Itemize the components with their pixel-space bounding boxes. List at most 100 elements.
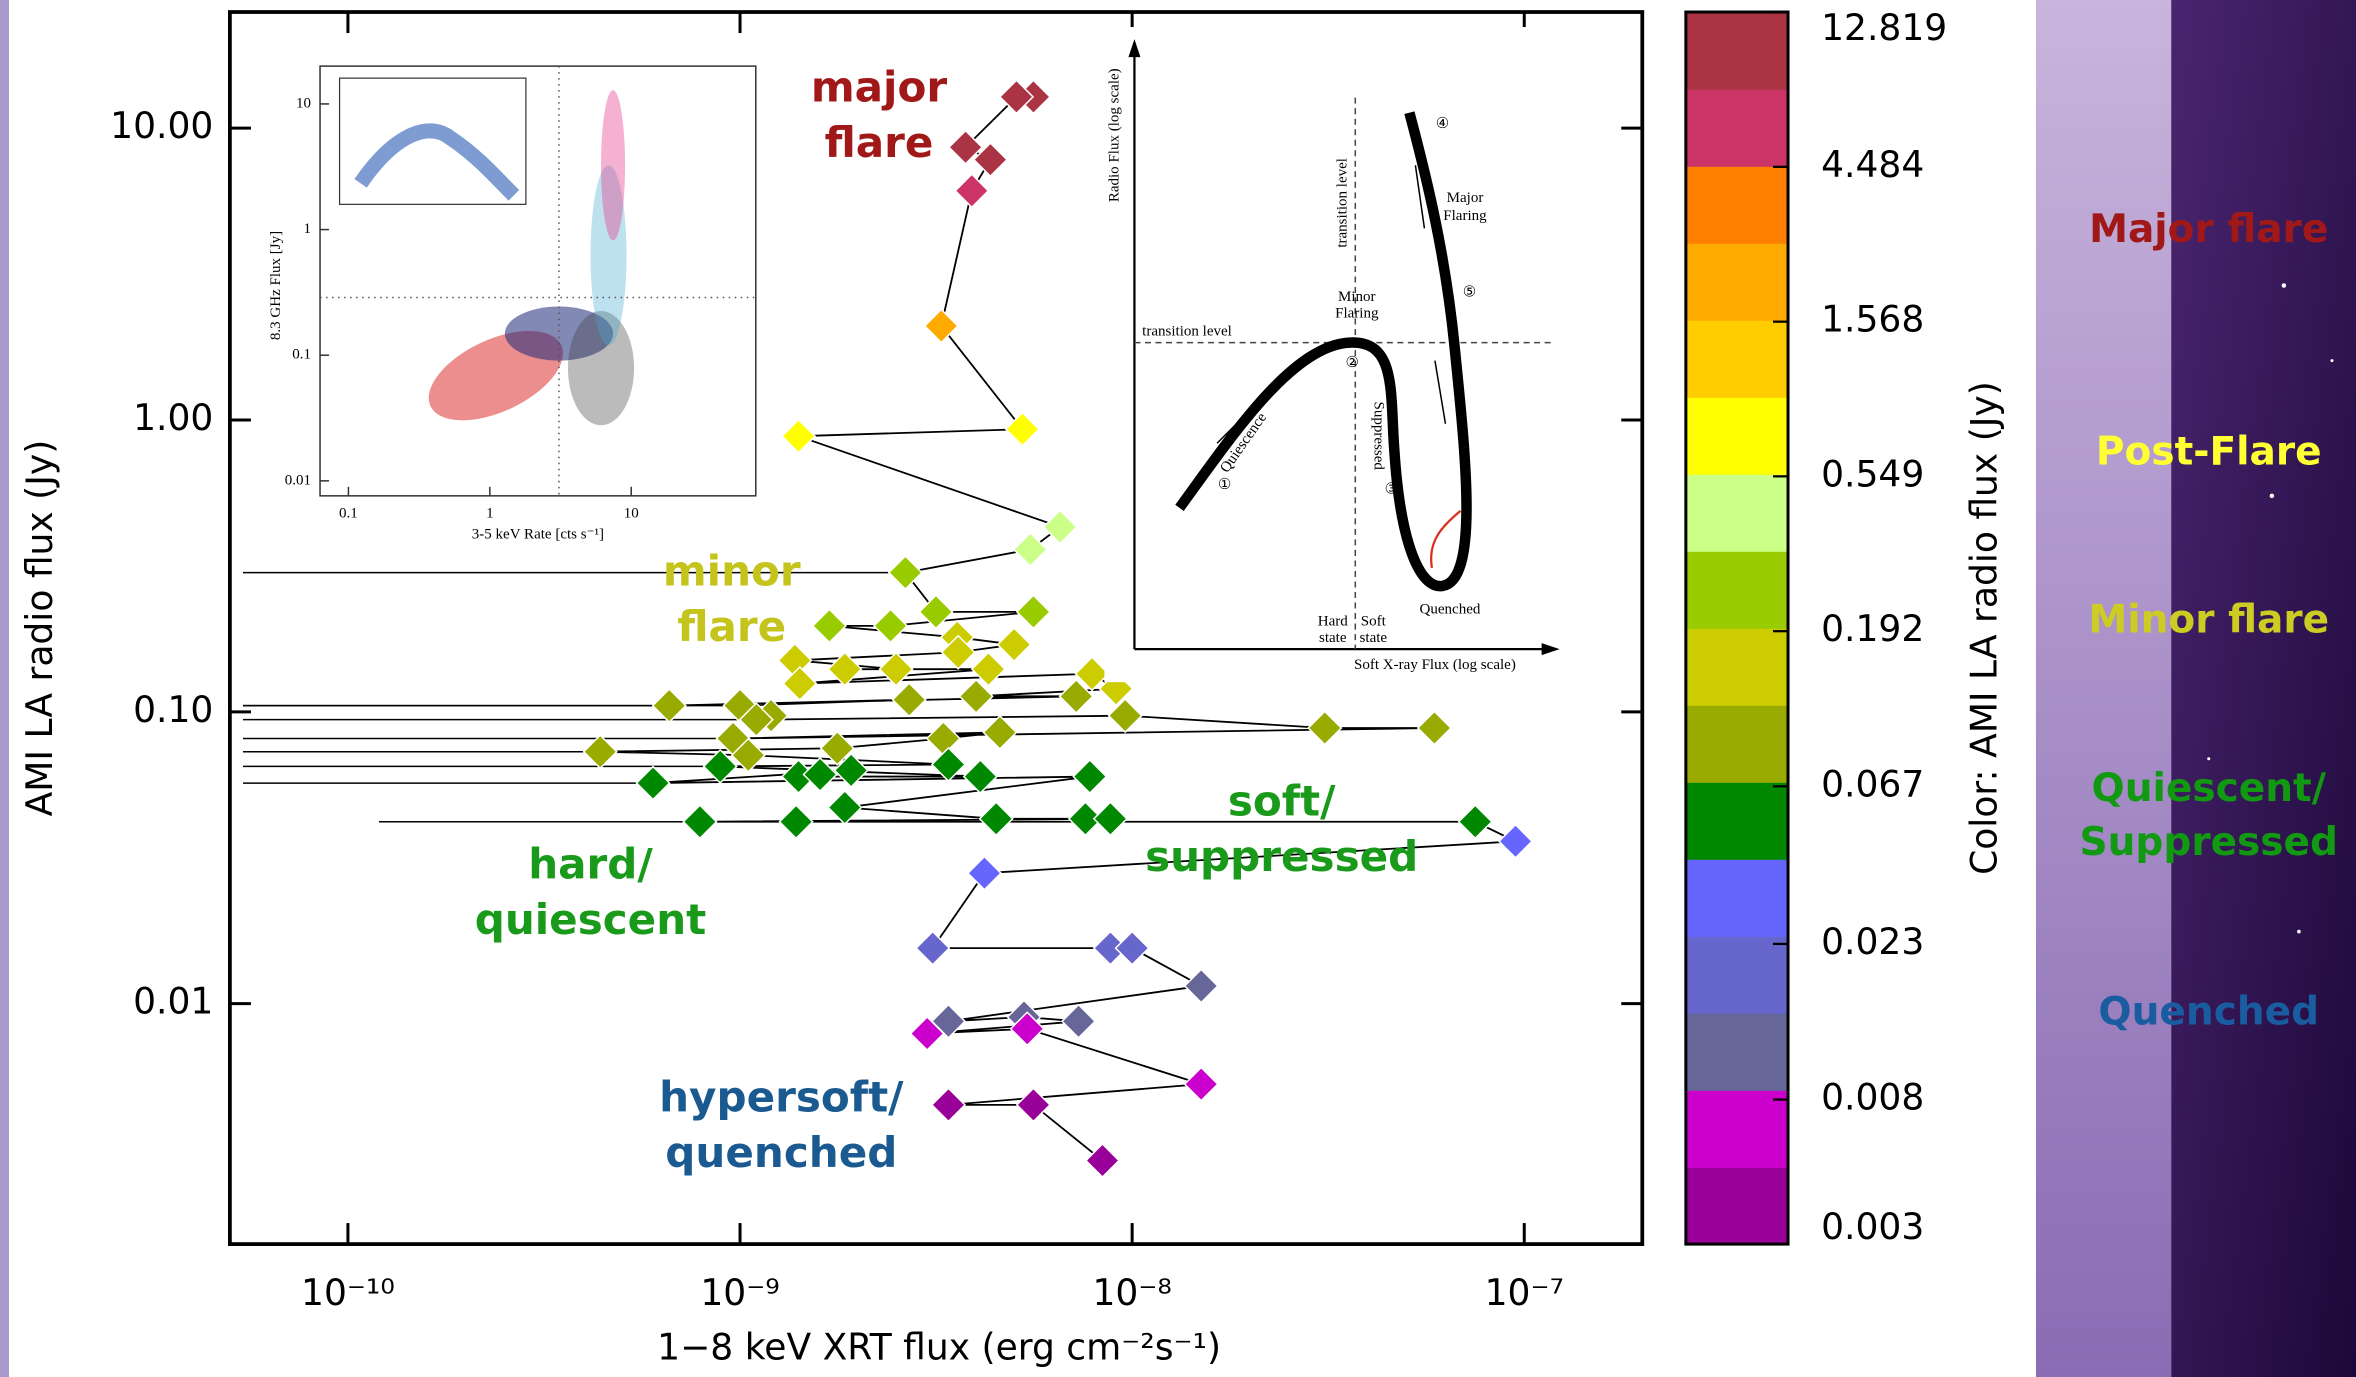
inset-label: Flaring [1335, 305, 1379, 321]
colorbar-tick-label: 0.023 [1821, 921, 1924, 963]
side-panel-dark [2171, 0, 2356, 1377]
plot-layer: 10⁻¹⁰ 10⁻⁹ 10⁻⁸ 10⁻⁷ 10.00 1.00 0.10 0.01 0.003 0… [110, 7, 1947, 1314]
colorbar-band [1685, 859, 1789, 937]
colorbar-tick-label: 0.003 [1821, 1206, 1924, 1248]
data-point [635, 765, 671, 801]
data-point [872, 608, 909, 644]
data-point [738, 702, 774, 738]
inset-subcloud [354, 123, 520, 201]
colorbar-tick-label: 0.067 [1821, 763, 1924, 805]
side-label: Quiescent/ [2092, 766, 2327, 811]
inset-schematic: Radio Flux (log scale) Soft X-ray Flux (l… [1104, 27, 1571, 683]
inset-y-tick-label: 10 [296, 95, 311, 111]
inset-background [1104, 27, 1571, 683]
data-point [970, 651, 1007, 687]
data-point [962, 758, 998, 795]
colorbar-band [1685, 551, 1789, 629]
data-point [909, 1015, 945, 1052]
inset-x-label: 3-5 keV Rate [cts s⁻¹] [472, 526, 604, 542]
x-tick-label: 10⁻⁸ [1092, 1272, 1171, 1314]
data-point [1004, 411, 1041, 447]
data-point [972, 142, 1008, 178]
inset-arrow [1216, 412, 1248, 444]
data-point [954, 173, 990, 209]
data-point [891, 682, 927, 718]
inset-y-tick-label: 0.01 [285, 472, 311, 488]
inset-y-tick-label: 0.1 [292, 347, 311, 363]
inset-red-arrow [1430, 509, 1462, 569]
data-point [1107, 698, 1143, 734]
side-label: Post-Flare [2096, 429, 2322, 474]
data-point [1015, 594, 1051, 630]
data-point [802, 756, 838, 793]
colorbar-band [1685, 782, 1789, 860]
data-point [1012, 531, 1048, 568]
colorbar-band [1685, 166, 1789, 244]
data-point [918, 594, 954, 630]
inset-label: ① [1218, 477, 1231, 493]
colorbar-tick-label: 0.008 [1821, 1077, 1924, 1119]
star [2330, 359, 2334, 363]
inset-label: Soft X-ray Flux (log scale) [1354, 657, 1516, 673]
data-point [930, 746, 967, 783]
data-point [878, 651, 914, 687]
data-point [778, 804, 814, 840]
inset-y-tick-label: 1 [304, 221, 312, 237]
inset-cloud [601, 90, 626, 241]
inset-x-tick-label: 10 [624, 505, 639, 521]
colorbar-tick-label: 1.568 [1821, 299, 1924, 341]
data-point [982, 714, 1018, 751]
inset-arrowhead [1128, 39, 1141, 58]
data-point [833, 752, 869, 788]
inset-cloud [567, 311, 635, 426]
inset-y-label: 8.3 GHz Flux [Jy] [268, 231, 284, 340]
data-point [782, 665, 818, 702]
data-point [819, 730, 855, 766]
inset-arrow [1414, 165, 1426, 229]
data-point [1058, 678, 1094, 714]
data-point [1092, 801, 1128, 837]
data-point [1067, 801, 1104, 837]
inset-label: Suppressed [1370, 402, 1386, 471]
colorbar-band [1685, 705, 1789, 783]
x-tick-label: 10⁻⁹ [700, 1272, 779, 1314]
data-point [1416, 710, 1452, 746]
annotation: major [811, 63, 948, 112]
y-tick-label: 10.00 [110, 105, 213, 147]
data-point [651, 688, 687, 724]
data-point [930, 1087, 967, 1123]
annotation: quiescent [475, 895, 707, 944]
annotation: quenched [665, 1128, 897, 1177]
data-point [1183, 1066, 1219, 1102]
inset-arrowhead [1541, 643, 1560, 656]
inset-label: Hard [1318, 614, 1349, 630]
inset-cloud [504, 306, 614, 361]
data-point [827, 651, 863, 687]
data-point [940, 634, 976, 670]
star [2207, 757, 2211, 761]
data-point [1060, 1003, 1097, 1039]
data-point [682, 804, 718, 840]
inset-x-tick-label: 0.1 [339, 505, 358, 521]
y-axis-label: AMI LA radio flux (Jy) [19, 440, 61, 817]
inset-track [1175, 111, 1472, 592]
data-point [1072, 758, 1108, 795]
colorbar-band [1685, 1167, 1789, 1245]
colorbar-band [1685, 628, 1789, 706]
data-point [1497, 823, 1534, 859]
x-tick-label: 10⁻¹⁰ [301, 1272, 395, 1314]
inset-label: ② [1346, 355, 1359, 371]
data-point [915, 930, 951, 966]
data-point [1114, 930, 1150, 966]
annotation: soft/ [1228, 776, 1336, 825]
colorbar-band [1685, 320, 1789, 398]
inset-scatter: 0.1 1 10 10 1 0.1 0.01 3-5 keV Rate [cts s⁻¹] 8.… [268, 54, 767, 550]
y-tick-label: 0.01 [133, 981, 213, 1023]
inset-label: state [1319, 630, 1347, 646]
star [2269, 493, 2275, 499]
data-point [1074, 656, 1110, 692]
side-label: Quenched [2098, 990, 2319, 1035]
data-point [1015, 1087, 1051, 1123]
